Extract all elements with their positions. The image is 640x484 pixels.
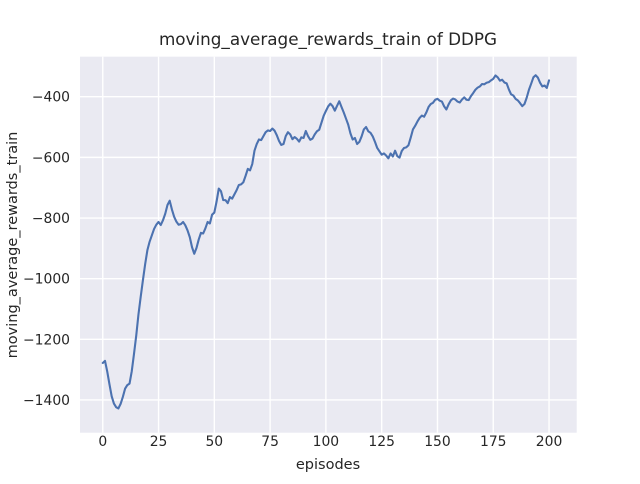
plot-area xyxy=(80,56,577,433)
x-axis-label: episodes xyxy=(296,457,360,473)
x-tick-label: 75 xyxy=(261,434,279,450)
tick-labels: 0 25 50 75 100 125 150 175 200 −400 −600 −800 −1000 −… xyxy=(23,90,562,450)
x-tick-label: 25 xyxy=(150,434,168,450)
x-tick-label: 0 xyxy=(98,434,107,450)
chart-title: moving_average_rewards_train of DDPG xyxy=(159,29,497,50)
y-tick-label: −1400 xyxy=(23,393,70,409)
y-tick-label: −400 xyxy=(32,90,70,106)
x-tick-label: 125 xyxy=(368,434,395,450)
y-tick-label: −1000 xyxy=(23,272,70,288)
series-line-ddpg xyxy=(101,74,551,410)
y-tick-label: −800 xyxy=(32,211,70,227)
x-tick-label: 200 xyxy=(536,434,563,450)
y-axis-label: moving_average_rewards_train xyxy=(5,132,21,359)
x-tick-label: 100 xyxy=(313,434,340,450)
x-tick-label: 50 xyxy=(205,434,223,450)
x-tick-label: 175 xyxy=(480,434,507,450)
y-tick-label: −600 xyxy=(32,150,70,166)
y-tick-label: −1200 xyxy=(23,332,70,348)
x-tick-label: 150 xyxy=(424,434,451,450)
